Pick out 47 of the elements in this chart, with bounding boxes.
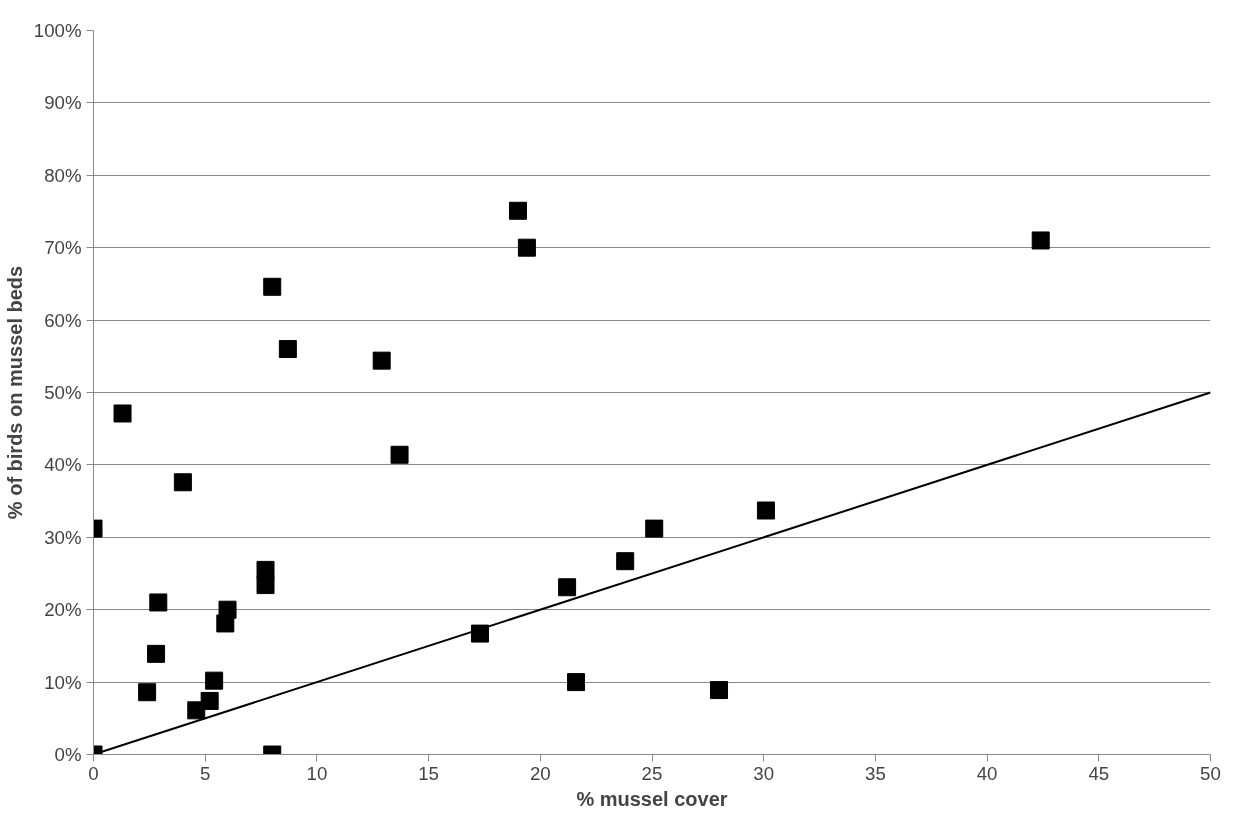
x-tick-label: 10 (306, 762, 328, 784)
point (517, 238, 536, 257)
x-tick-label: 30 (753, 762, 775, 784)
point (113, 404, 132, 423)
x-tick-label: 45 (1088, 762, 1110, 784)
y-tick-label: 80% (44, 164, 82, 186)
point (278, 340, 297, 359)
y-tick-label: 30% (44, 526, 82, 548)
y-tick-label: 90% (44, 92, 82, 114)
point (508, 201, 527, 220)
x-tick-label: 35 (865, 762, 886, 784)
point (149, 593, 168, 612)
point (1031, 231, 1050, 250)
y-tick-label: 20% (44, 599, 82, 621)
y-tick-label: 0% (54, 744, 82, 765)
point (616, 552, 635, 571)
x-tick-label: 50 (1200, 762, 1221, 784)
y-tick-label: 50% (44, 382, 82, 403)
point (205, 671, 224, 690)
x-axis-title: % mussel cover (576, 787, 728, 810)
point (470, 624, 489, 643)
y-tick-label: 70% (44, 237, 82, 259)
point (200, 691, 219, 710)
point (147, 644, 166, 663)
point (263, 277, 282, 296)
x-tick-label: 40 (976, 762, 998, 784)
y-axis-title: % of birds on mussel beds (3, 265, 26, 520)
x-tick-label: 0 (88, 762, 99, 784)
point (138, 683, 157, 702)
point (218, 600, 237, 619)
y-tick-label: 100% (33, 20, 82, 41)
y-tick-label: 40% (44, 454, 82, 476)
x-tick-label: 5 (200, 762, 211, 784)
y-tick-label: 10% (44, 671, 82, 693)
point (710, 681, 729, 700)
x-tick-label: 15 (418, 762, 439, 784)
point (567, 673, 586, 692)
point (645, 519, 664, 538)
point (390, 445, 409, 464)
point (256, 560, 275, 579)
point (372, 351, 391, 370)
point (173, 473, 192, 492)
point (558, 578, 577, 597)
x-tick-label: 20 (529, 762, 551, 784)
point (756, 501, 775, 520)
x-tick-label: 25 (641, 762, 663, 784)
y-tick-label: 60% (44, 309, 82, 331)
